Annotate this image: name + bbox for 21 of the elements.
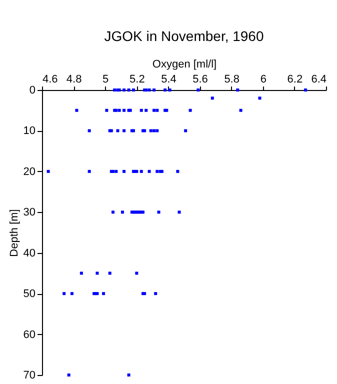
x-tick-label: 4.8 bbox=[66, 74, 82, 86]
x-tick-label: 6.4 bbox=[311, 74, 326, 86]
x-axis-title: Oxygen [ml/l] bbox=[152, 58, 217, 70]
y-tick-label: 60 bbox=[23, 328, 36, 341]
x-tick-label: 5 bbox=[102, 74, 109, 86]
x-tick-label: 5.8 bbox=[224, 74, 240, 86]
x-tick-label: 5.4 bbox=[161, 74, 176, 86]
y-tick-label: 20 bbox=[23, 166, 36, 178]
x-tick-label: 6 bbox=[260, 74, 266, 86]
chart-title: JGOK in November, 1960 bbox=[104, 28, 264, 44]
y-axis-title: Depth [m] bbox=[8, 209, 20, 257]
x-tick-label: 5.2 bbox=[130, 74, 145, 86]
y-tick-label: 0 bbox=[29, 84, 36, 96]
y-tick-label: 10 bbox=[23, 125, 36, 138]
y-tick-label: 50 bbox=[23, 288, 36, 300]
x-tick-label: 6.2 bbox=[287, 74, 303, 86]
x-tick-label: 5.6 bbox=[192, 74, 208, 86]
y-tick-label: 30 bbox=[23, 206, 36, 219]
x-tick-label: 4.6 bbox=[42, 74, 58, 86]
y-tick-label: 70 bbox=[23, 370, 36, 382]
y-tick-label: 40 bbox=[23, 247, 36, 260]
